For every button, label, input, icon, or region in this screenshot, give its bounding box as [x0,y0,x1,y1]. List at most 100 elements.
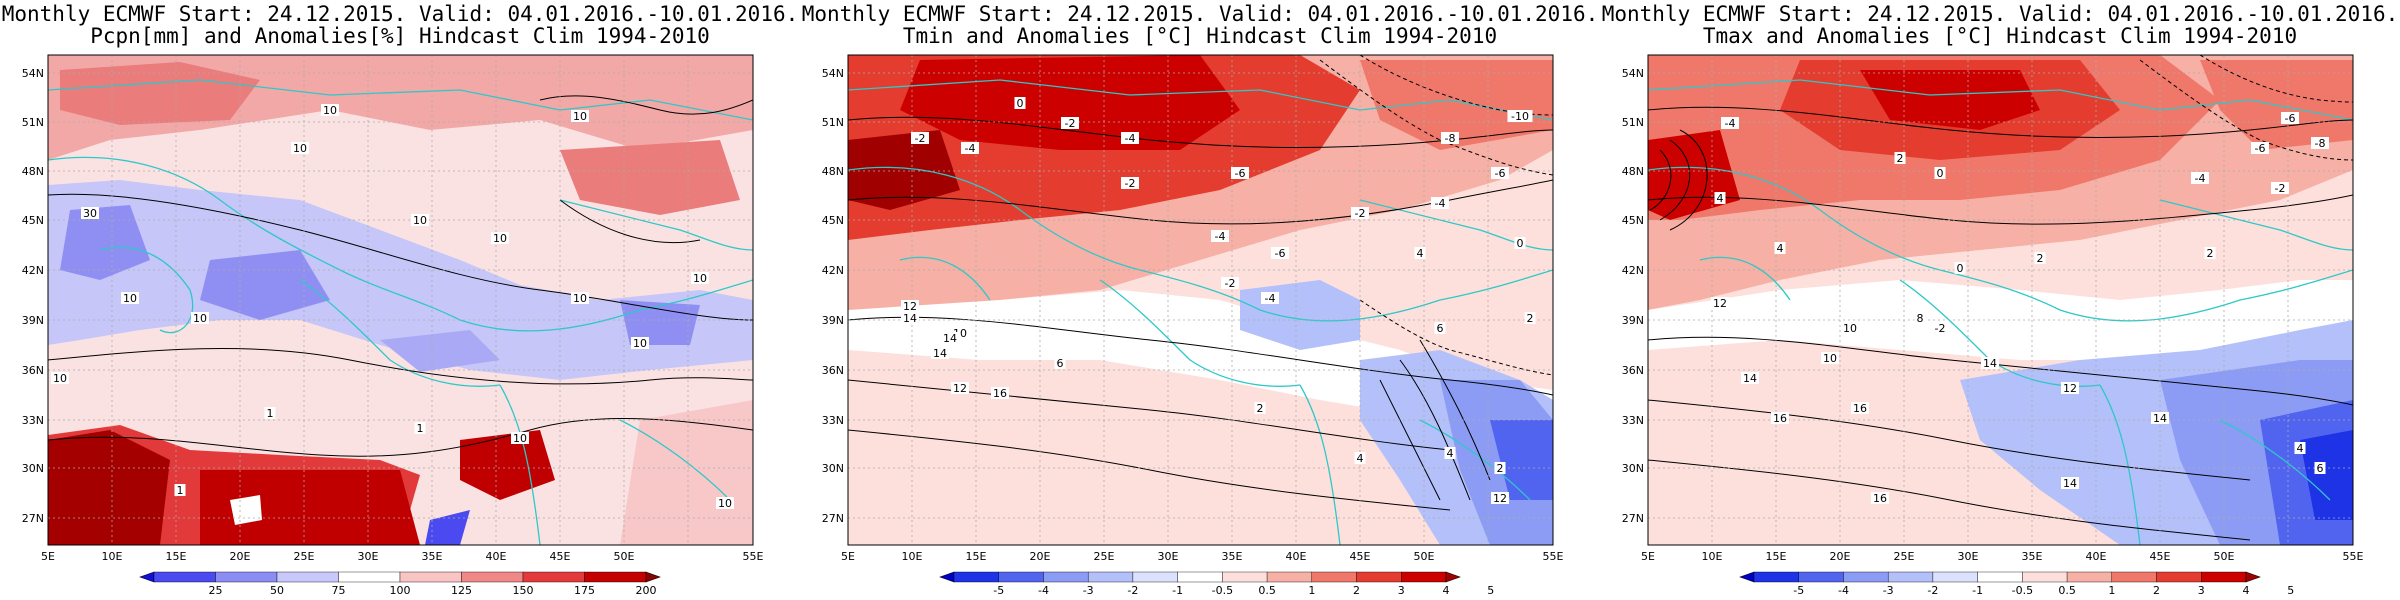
colorbar-segment [1843,571,1889,583]
contour-label: 16 [993,387,1007,400]
contour-label: 10 [513,432,527,445]
lon-label: 40E [2086,550,2107,563]
contour-label-background [1414,247,1426,259]
contour-label-background [2151,412,2169,424]
lon-label: 30E [1158,550,1179,563]
lat-label: 39N [822,314,844,327]
colorbar-label: 25 [209,584,223,597]
contour-label: 0 [1517,237,1524,250]
colorbar-segment [1311,571,1357,583]
colorbar-label: 200 [636,584,657,597]
contour-label: 4 [1447,447,1454,460]
colorbar-label: -3 [1883,584,1894,597]
lat-label: 45N [1622,214,1644,227]
colorbar-label: 0.5 [2058,584,2076,597]
contour-label: 14 [1983,357,1997,370]
colorbar-segment [1087,571,1134,583]
contour-label: 10 [633,337,647,350]
lat-label: 51N [1622,116,1644,129]
contour-label: 0 [1937,167,1944,180]
colorbar-segment [2111,571,2157,583]
contour-label: 30 [83,207,97,220]
contour-label: 10 [293,142,307,155]
colorbar-label: -3 [1083,584,1094,597]
colorbar-high-arrow [1445,571,1461,583]
contour-label-background [2311,137,2329,149]
lat-label: 45N [22,214,44,227]
contour-label-background [991,387,1009,399]
colorbar-label: -2 [1927,584,1938,597]
contour-label-background [1931,322,1949,334]
contour-label-background [2314,462,2326,474]
contour-label: 0 [1957,262,1964,275]
precip-title-line1: Monthly ECMWF Start: 24.12.2015. Valid: … [1,2,799,26]
colorbar-label: -1 [1972,584,1983,597]
contour-label: 10 [413,214,427,227]
contour-label-background [2204,247,2216,259]
colorbar-label: -0.5 [2012,584,2033,597]
contour-label-background [1771,412,1789,424]
colorbar-label: 0.5 [1258,584,1276,597]
lon-label: 55E [1543,550,1564,563]
precip-central-anomaly [48,180,753,380]
lon-label: 20E [1830,550,1851,563]
contour-label-background [1494,462,1506,474]
tmax-panel: Monthly ECMWF Start: 24.12.2015. Valid: … [1600,0,2400,600]
contour-label: 1 [267,407,274,420]
colorbar-segment [399,571,462,583]
lon-label: 45E [1350,550,1371,563]
colorbar-segment [2022,571,2068,583]
contour-label: -8 [1445,132,1456,145]
colorbar-segment [953,571,999,583]
contour-label: -10 [1511,110,1529,123]
colorbar-segment [1177,571,1223,583]
contour-label-background [2191,172,2209,184]
contour-label-background [1261,292,1279,304]
contour-label: 1 [417,422,424,435]
lat-label: 51N [22,116,44,129]
contour-label-background [1211,230,1229,242]
contour-label: -4 [2195,172,2206,185]
lon-label: 10E [902,550,923,563]
contour-label-background [571,292,589,304]
lon-label: 10E [1702,550,1723,563]
contour-label-background [1351,207,1369,219]
contour-label-background [1711,297,1729,309]
lon-label: 40E [486,550,507,563]
colorbar-segment [338,571,401,583]
colorbar-segment [998,571,1044,583]
contour-label: 12 [1713,297,1727,310]
contour-label: 10 [573,110,587,123]
colorbar-label: 2 [1353,584,1360,597]
lat-label: 48N [22,165,44,178]
lon-label: 55E [743,550,764,563]
colorbar-label: 100 [390,584,411,597]
lon-label: 10E [102,550,123,563]
colorbar-segment [1356,571,1402,583]
contour-label: -6 [2255,142,2266,155]
contour-label-background [1774,242,1786,254]
contour-label-background [2294,442,2306,454]
lat-label: 54N [1622,67,1644,80]
lon-label: 5E [1641,550,1655,563]
contour-label-background [1441,132,1459,144]
contour-label-background [1821,352,1839,364]
contour-label-background [81,207,99,219]
contour-label: 10 [573,292,587,305]
lon-label: 25E [1094,550,1115,563]
contour-label: -4 [1265,292,1276,305]
lat-label: 45N [822,214,844,227]
contour-label: 14 [1743,372,1757,385]
lon-label: 35E [422,550,443,563]
lon-label: 30E [1958,550,1979,563]
lat-label: 30N [22,462,44,475]
contour-label: 6 [1437,322,1444,335]
contour-label: 10 [323,104,337,117]
contour-label: 14 [2153,412,2167,425]
lat-label: 30N [1622,462,1644,475]
contour-label-background [511,432,529,444]
contour-label: 10 [123,292,137,305]
contour-label: -4 [965,142,976,155]
contour-label-background [716,497,734,509]
